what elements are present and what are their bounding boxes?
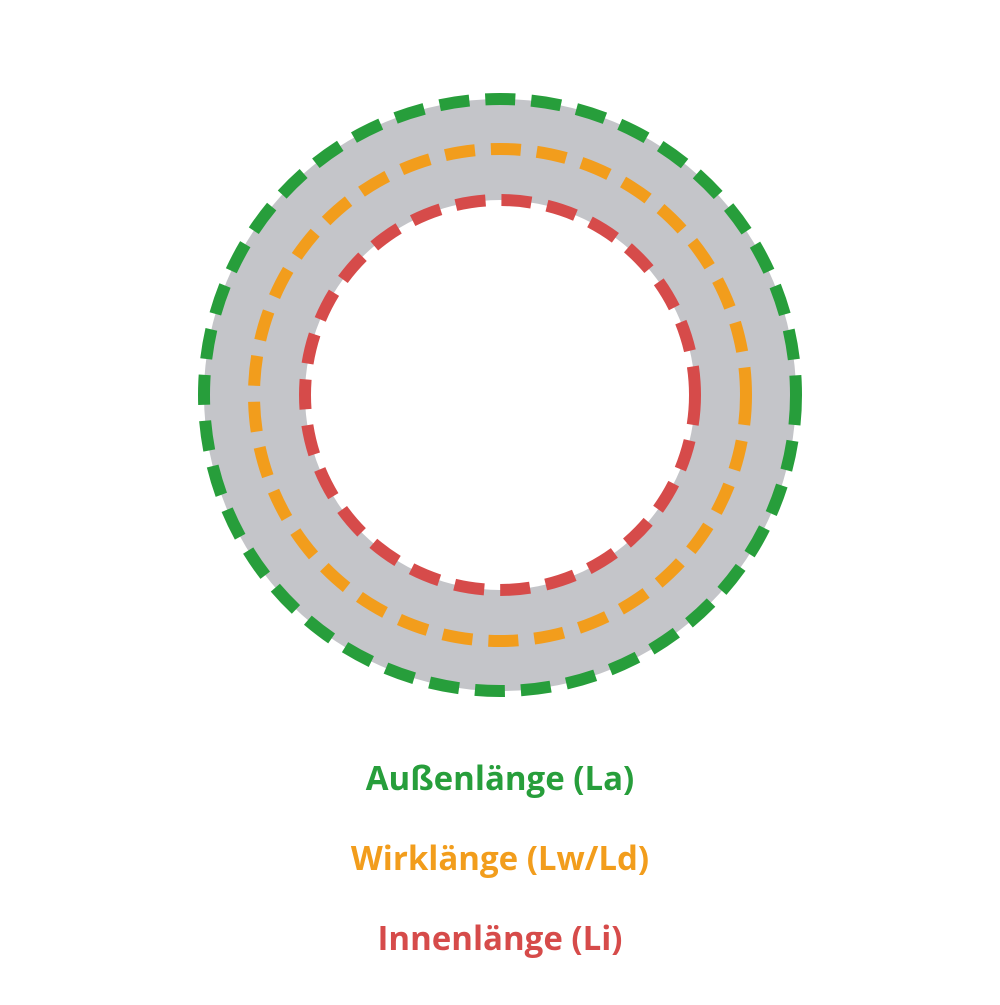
diagram-canvas: Außenlänge (La) Wirklänge (Lw/Ld) Innenl… [0, 0, 1000, 1000]
legend-middle: Wirklänge (Lw/Ld) [0, 835, 1000, 880]
legend-inner: Innenlänge (Li) [0, 915, 1000, 960]
legend-outer: Außenlänge (La) [0, 755, 1000, 800]
inner-circle [305, 200, 695, 590]
